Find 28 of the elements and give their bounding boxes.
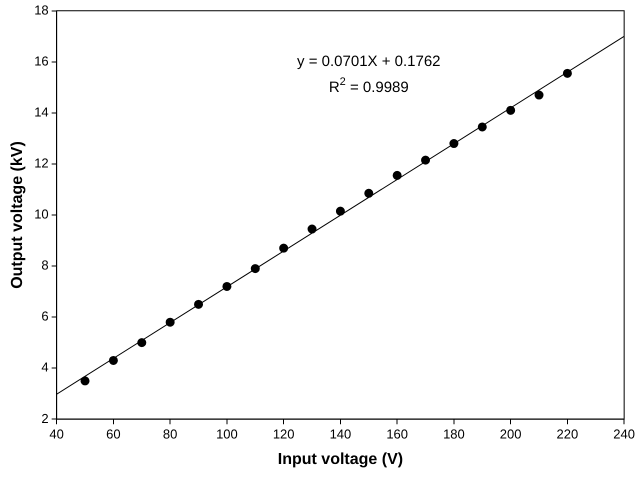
annotation: y = 0.0701X + 0.1762 [297, 52, 441, 70]
y-tick-label: 8 [41, 258, 49, 273]
x-tick-label: 80 [162, 426, 178, 442]
y-tick-label: 16 [34, 53, 49, 68]
x-tick-label: 60 [106, 426, 121, 442]
y-tick-label: 4 [41, 360, 49, 375]
x-tick-label: 160 [386, 426, 408, 442]
y-axis-title: Output voltage (kV) [9, 141, 26, 289]
x-tick-label: 240 [613, 426, 636, 442]
x-tick-label: 180 [443, 426, 465, 442]
y-tick-label: 14 [34, 104, 49, 120]
x-tick-label: 220 [556, 426, 578, 442]
point [336, 206, 345, 216]
y-tick-label: 12 [34, 156, 49, 171]
y-tick-label: 10 [34, 206, 49, 222]
y-tick-label: 18 [34, 2, 49, 18]
y-tick-label: 2 [41, 410, 49, 426]
x-tick-label: 200 [500, 426, 522, 442]
point [80, 376, 90, 386]
x-axis-title: Input voltage (V) [278, 450, 404, 468]
point [534, 90, 544, 100]
x-tick-label: 140 [330, 426, 352, 442]
x-tick-label: 120 [272, 426, 295, 442]
x-tick-label: 100 [216, 426, 238, 442]
y-tick-label: 6 [41, 308, 49, 324]
point [392, 170, 402, 180]
x-tick-label: 40 [49, 426, 64, 442]
point [308, 224, 317, 234]
